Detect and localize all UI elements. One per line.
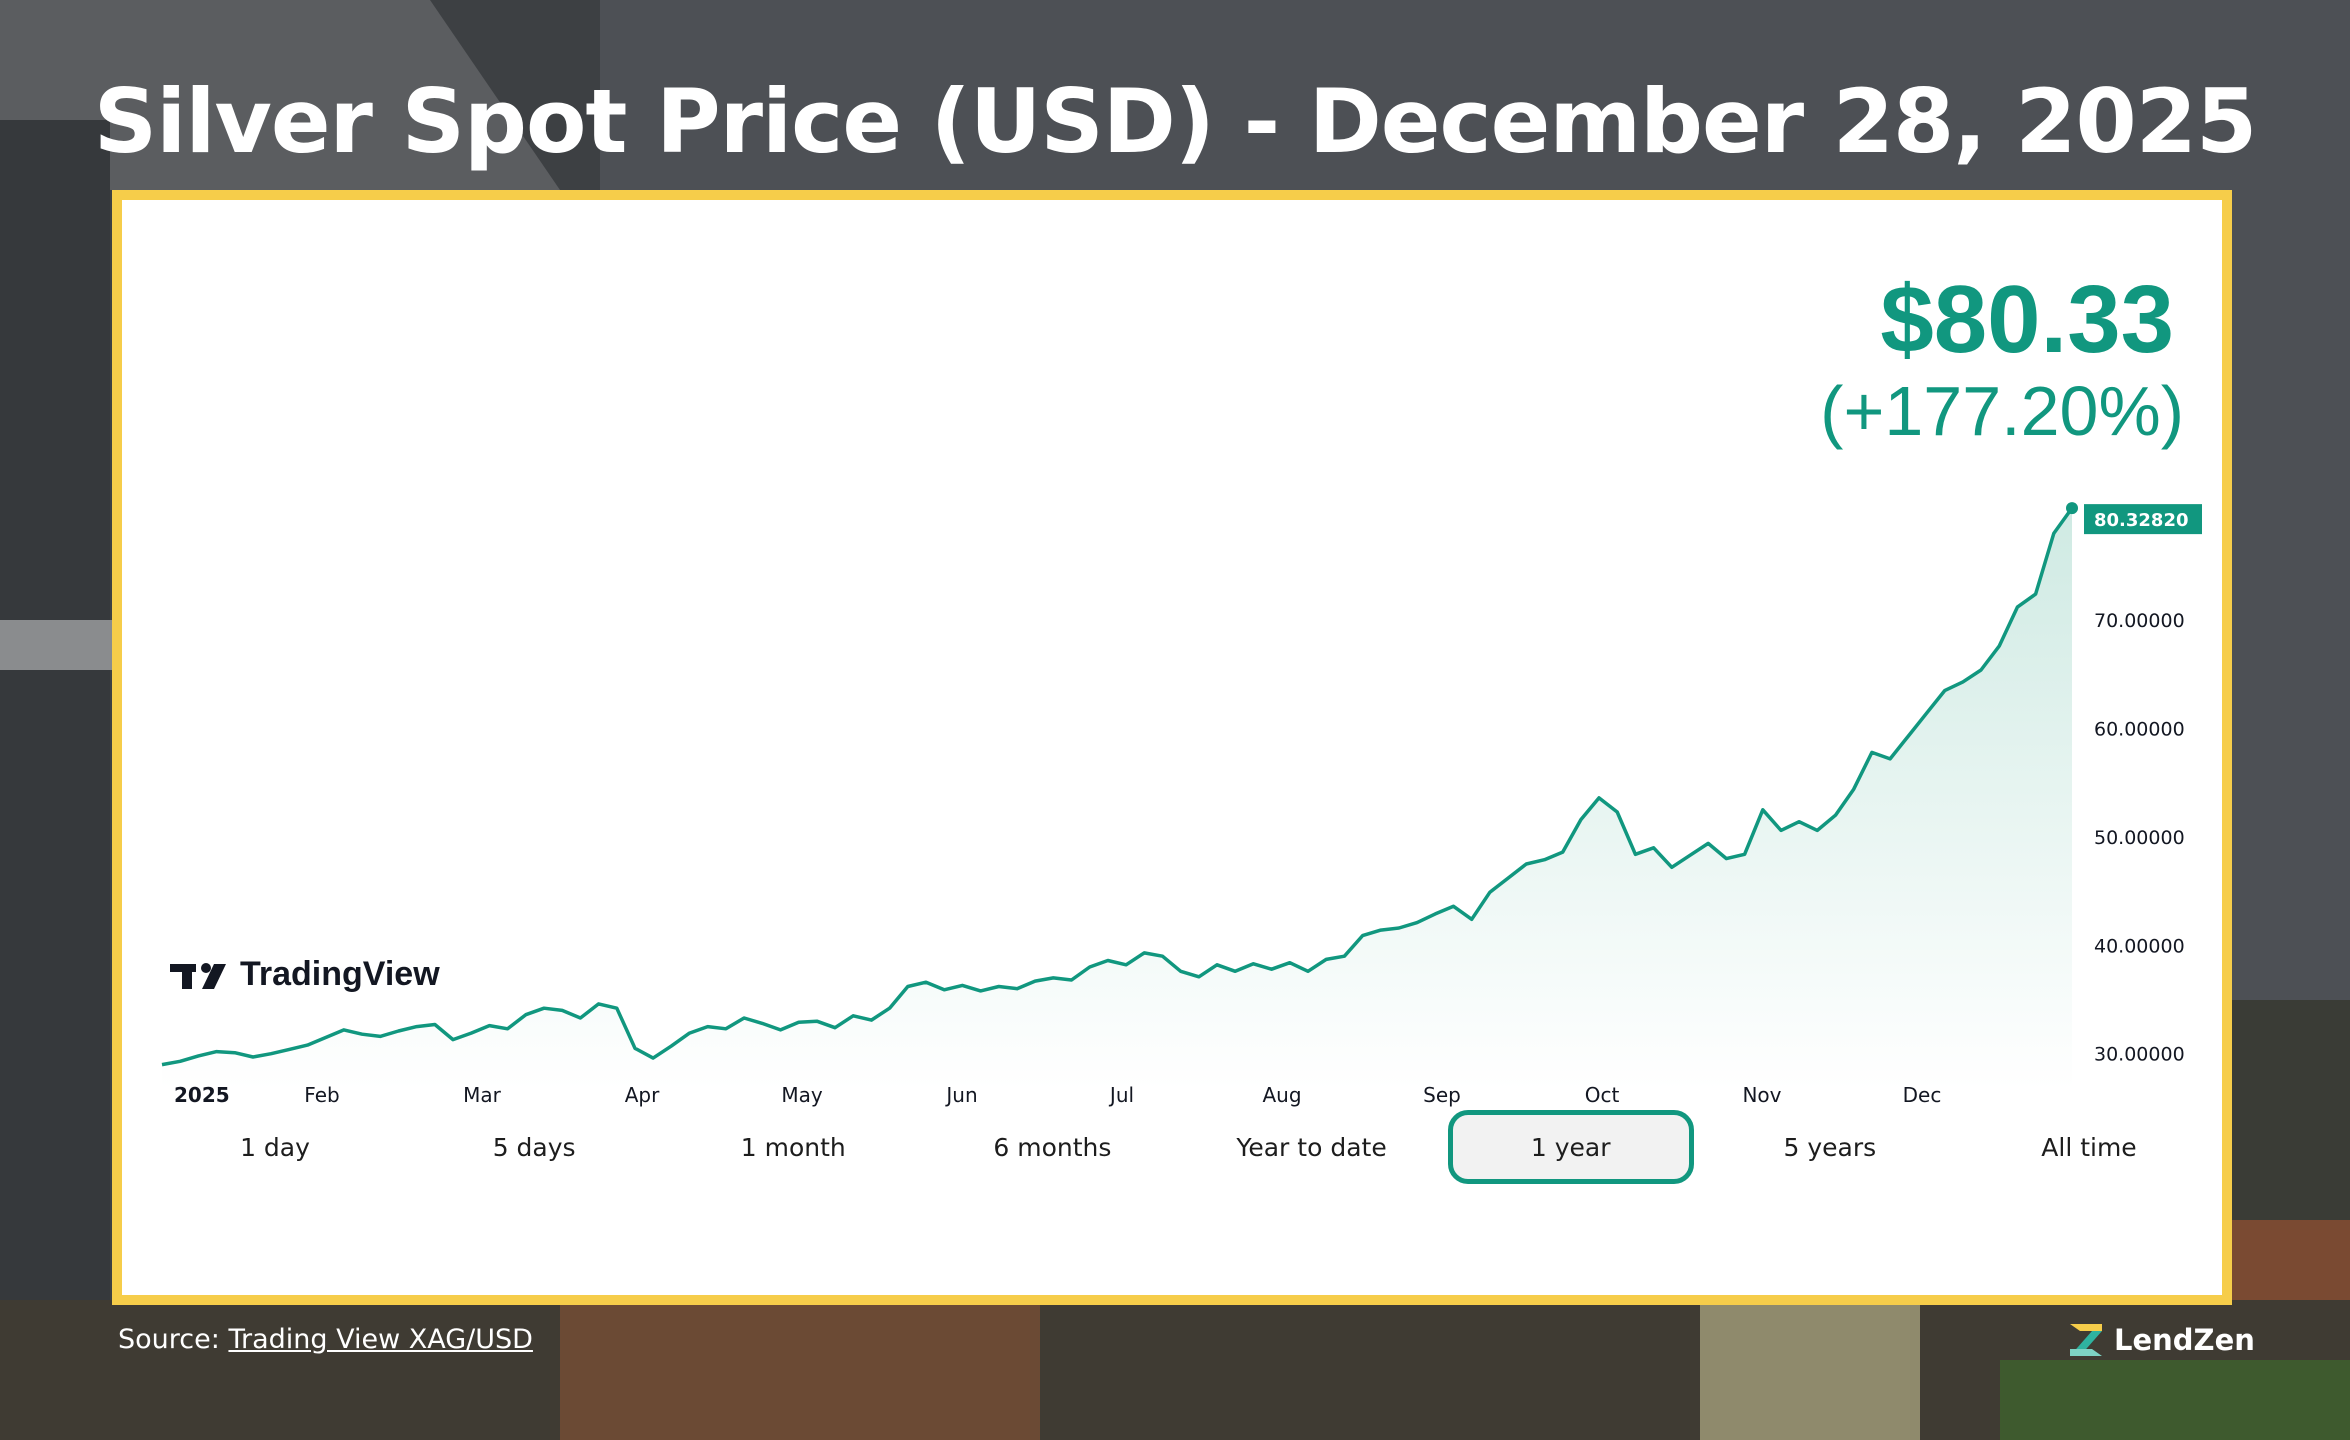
source-credit: Source: Trading View XAG/USD <box>118 1324 533 1355</box>
price-change: (+177.20%) <box>1820 372 2184 450</box>
range-all-time-button[interactable]: All time <box>2041 1132 2137 1162</box>
x-tick-label: May <box>781 1083 823 1107</box>
x-tick-label: Feb <box>304 1083 339 1107</box>
current-price: $80.33 <box>1880 266 2174 373</box>
brand-logo: LendZen <box>2068 1322 2255 1358</box>
y-tick-label: 70.00000 <box>2094 610 2185 632</box>
source-label: Source: <box>118 1324 220 1355</box>
x-tick-label: Oct <box>1585 1083 1620 1107</box>
x-tick-label: Jun <box>944 1083 977 1107</box>
range-6-months-button[interactable]: 6 months <box>993 1132 1112 1162</box>
range-year-to-date-button[interactable]: Year to date <box>1236 1132 1387 1162</box>
range-1-day-button[interactable]: 1 day <box>240 1132 310 1162</box>
y-tick-label: 40.00000 <box>2094 935 2185 957</box>
last-price-point <box>2066 502 2078 515</box>
source-link[interactable]: Trading View XAG/USD <box>228 1324 533 1355</box>
page-title: Silver Spot Price (USD) - December 28, 2… <box>93 70 2257 173</box>
x-tick-label: 2025 <box>174 1083 230 1107</box>
svg-text:80.32820: 80.32820 <box>2094 510 2189 531</box>
range-1-month-button[interactable]: 1 month <box>740 1132 846 1162</box>
x-tick-label: Aug <box>1262 1083 1301 1107</box>
range-5-years-button[interactable]: 5 years <box>1783 1132 1877 1162</box>
y-tick-label: 60.00000 <box>2094 719 2185 741</box>
range-1-year-button[interactable]: 1 year <box>1447 1110 1694 1184</box>
price-area-fill <box>162 508 2072 1091</box>
tradingview-wordmark: TradingView <box>240 955 440 993</box>
x-tick-label: Jul <box>1108 1083 1134 1107</box>
y-tick-label: 30.00000 <box>2094 1044 2185 1066</box>
brand-name: LendZen <box>2114 1323 2255 1357</box>
tradingview-watermark: TradingView <box>170 955 440 993</box>
y-tick-label: 50.00000 <box>2094 827 2185 849</box>
last-price-label: 80.32820 <box>2084 504 2202 535</box>
price-chart: TradingView 30.00000 40.00000 50.00000 60.0… <box>161 502 2202 1107</box>
range-5-days-button[interactable]: 5 days <box>492 1132 576 1162</box>
price-line <box>161 507 2074 1067</box>
x-tick-label: Dec <box>1903 1083 1942 1107</box>
x-tick-label: Nov <box>1742 1083 1781 1107</box>
x-tick-label: Mar <box>463 1083 502 1107</box>
x-tick-label: Apr <box>625 1083 660 1107</box>
lendzen-logo-icon <box>2070 1324 2102 1356</box>
time-range-selector: 1 day 5 days 1 month 6 months Year to da… <box>152 1110 2212 1184</box>
tradingview-logo-icon <box>170 963 226 989</box>
chart-card: TradingView 30.00000 40.00000 50.00000 60.0… <box>112 190 2232 1305</box>
x-tick-label: Sep <box>1423 1083 1461 1107</box>
